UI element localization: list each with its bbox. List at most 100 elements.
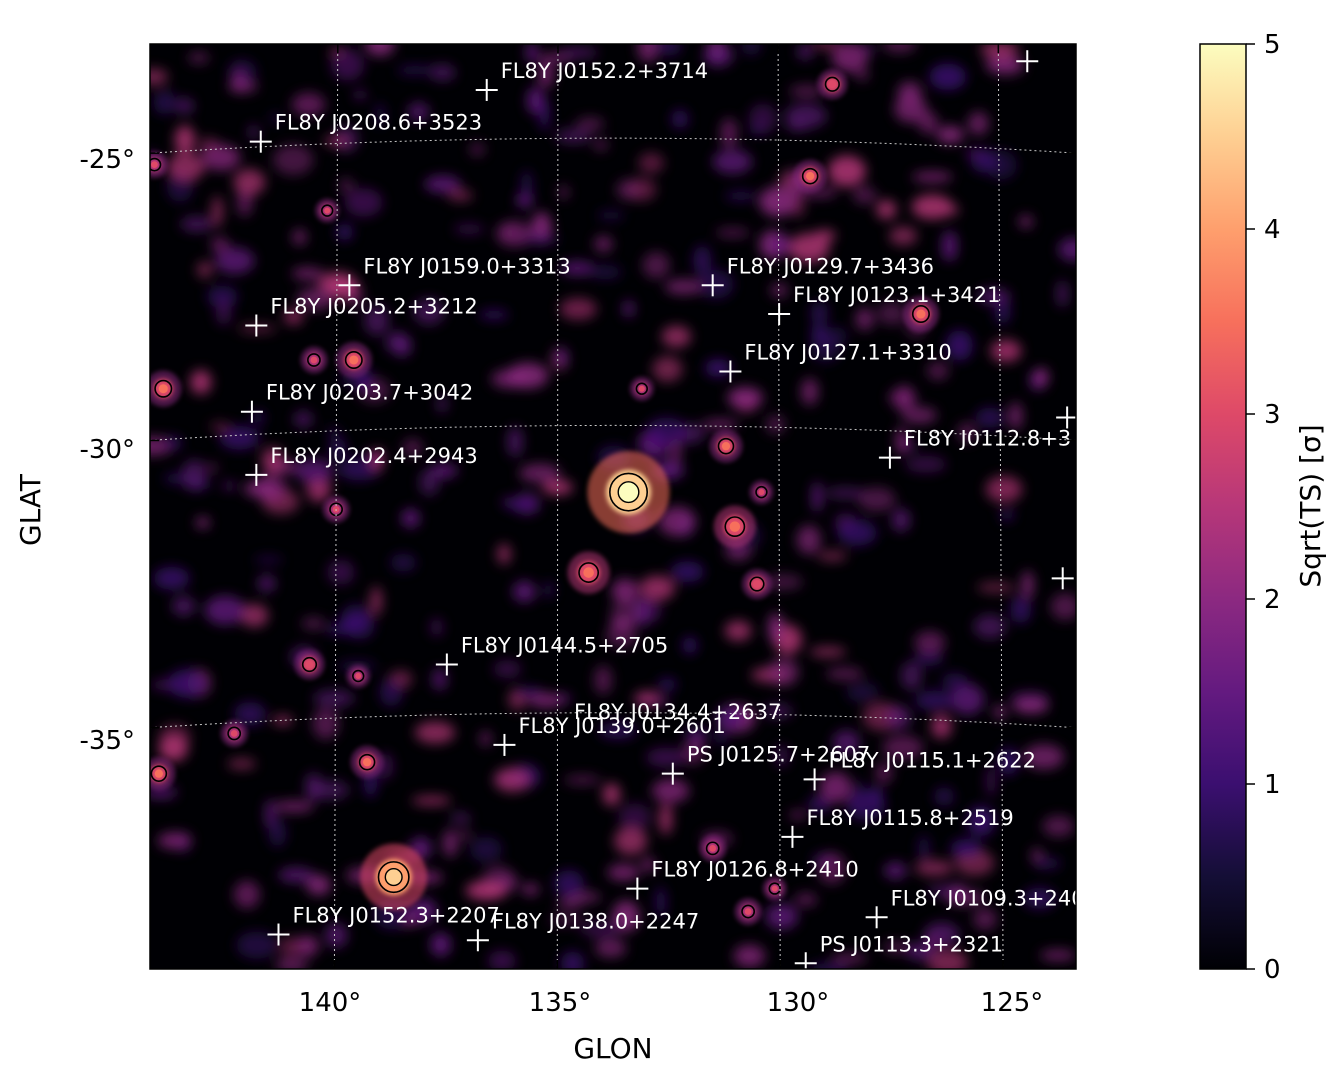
hotspot [817,69,848,100]
emission-patch [459,830,471,840]
emission-patch [294,458,334,484]
emission-patch [553,870,585,898]
hotspot [346,664,371,688]
y-axis: -25° -30° -35° GLAT [14,145,135,756]
emission-patch [945,889,985,906]
hotspot [629,376,654,401]
source-label: FL8Y J0202.4+2943 [270,444,477,468]
source-marker [466,929,489,952]
emission-patch [379,678,403,707]
source-marker [435,653,458,676]
emission-patch [810,301,829,325]
emission-patch [825,667,864,680]
emission-patch [538,61,554,88]
emission-patch [252,410,265,426]
emission-patch [914,631,946,654]
emission-patch [830,954,868,963]
grid-line-lon [556,44,559,969]
source-marker [338,274,361,297]
emission-patch [211,195,223,228]
emission-patch [659,803,673,835]
source-label: FL8Y J0159.0+3313 [363,254,570,278]
emission-patch [291,92,326,117]
emission-patch [682,636,698,655]
emission-patch [819,772,852,803]
emission-patch [894,94,927,123]
label-layer: FL8Y J0152.2+3714 FL8Y J0208.6+3523 FL8Y J… [266,59,1085,956]
emission-patch [1034,368,1049,386]
emission-patch [884,862,907,880]
emission-patch [796,525,821,555]
emission-patch [214,247,255,274]
emission-patch [741,44,761,56]
emission-patch [1056,280,1069,308]
emission-patch [339,178,354,193]
emission-patch [914,690,955,711]
y-tick-label: -25° [80,145,135,175]
emission-patch [720,118,738,149]
emission-patch [234,701,266,727]
emission-patch [599,722,637,740]
emission-patch [497,543,511,565]
emission-patch [895,426,908,455]
emission-patch [911,171,953,183]
emission-patch [973,614,1007,639]
emission-patch [658,678,677,691]
emission-patch [883,940,909,955]
hotspot [315,198,340,223]
emission-patch [323,137,350,146]
emission-patch [683,725,709,745]
emission-patch [633,598,662,623]
emission-patch [248,124,259,140]
emission-patch [1031,847,1043,863]
source-label: PS J0113.3+2321 [820,932,1003,956]
emission-patch [855,307,874,331]
emission-patch [556,899,583,909]
hotspot [350,745,384,779]
emission-patch [1010,595,1032,624]
emission-patch [597,210,625,221]
emission-patch [664,279,703,295]
emission-patch [204,595,246,625]
grid-layer [150,44,1076,969]
emission-patch [876,200,897,220]
emission-patch [182,459,207,491]
emission-patch [765,903,799,930]
emission-patch [825,487,866,499]
hotspot [294,649,325,680]
hotspot [734,898,762,925]
emission-patch [875,762,893,784]
source-marker [865,906,888,929]
emission-patch [704,359,732,377]
emission-patch [188,51,210,64]
emission-patch [215,299,232,326]
emission-patch [313,689,355,707]
emission-patch [166,153,205,182]
emission-patch [480,731,491,747]
emission-patch [750,125,764,135]
emission-patch [560,261,595,276]
emission-patch [564,775,601,785]
hotspot [587,450,670,534]
emission-patch [646,747,687,768]
emission-patch [233,169,266,196]
source-marker [1016,50,1039,73]
emission-patch [614,826,648,855]
emission-patch [469,836,503,863]
emission-patch [837,519,877,546]
emission-patch [402,913,418,927]
emission-patch [999,747,1018,776]
emission-patch [196,517,210,529]
colorbar-tick-label: 2 [1264,585,1281,615]
y-tick-label: -30° [80,435,135,465]
colorbar-label: Sqrt(TS) [σ] [1294,424,1327,587]
emission-patch [236,931,278,959]
emission-patch [811,323,827,344]
source-label: FL8Y J0109.3+240 [891,886,1085,910]
emission-patch [254,555,283,565]
hotspot [150,757,176,791]
hotspot [150,151,168,179]
emission-patch [283,308,304,325]
emission-patch [602,783,621,806]
emission-patch [528,692,563,708]
